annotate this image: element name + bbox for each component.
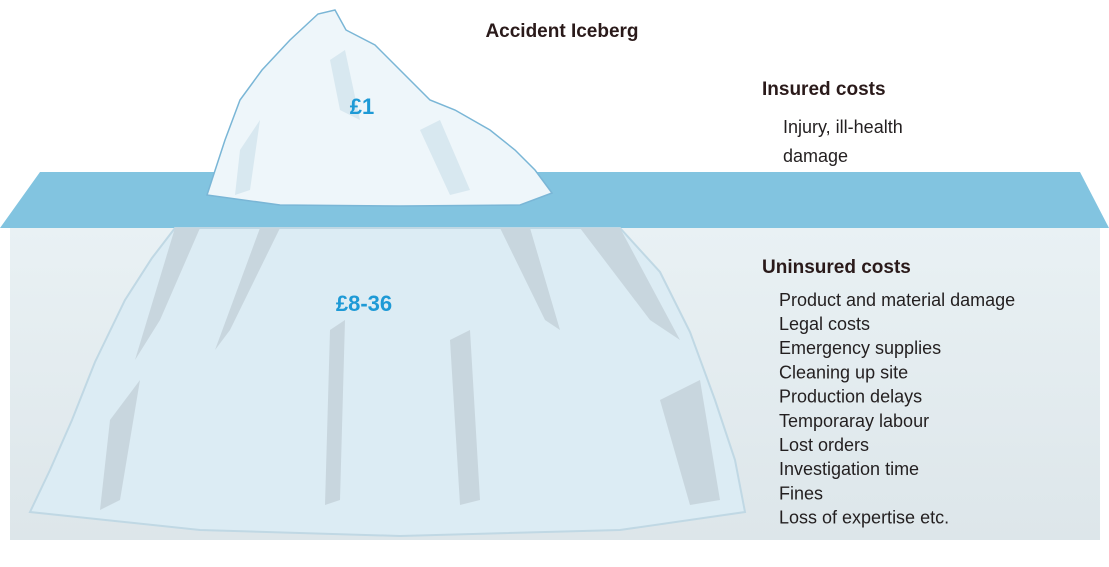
insured-cost: £1	[350, 94, 374, 119]
cost-item: Injury, ill-health	[783, 117, 903, 137]
uninsured-heading: Uninsured costs	[762, 257, 911, 278]
iceberg-diagram: Accident Iceberg £1 £8-36 Insured costs …	[0, 0, 1109, 562]
cost-item: Emergency supplies	[779, 338, 941, 358]
cost-item: Production delays	[779, 387, 922, 407]
cost-item: Temporaray labour	[779, 411, 929, 431]
cost-item: Investigation time	[779, 459, 919, 479]
water-surface	[0, 172, 1109, 228]
title: Accident Iceberg	[485, 21, 638, 42]
insured-heading: Insured costs	[762, 79, 886, 100]
uninsured-cost: £8-36	[336, 291, 392, 316]
cost-item: damage	[783, 146, 848, 166]
cost-item: Fines	[779, 483, 823, 503]
cost-item: Legal costs	[779, 314, 870, 334]
cost-item: Cleaning up site	[779, 362, 908, 382]
page: Accident Iceberg £1 £8-36 Insured costs …	[0, 0, 1109, 562]
cost-item: Product and material damage	[779, 290, 1015, 310]
cost-item: Lost orders	[779, 435, 869, 455]
cost-item: Loss of expertise etc.	[779, 508, 949, 528]
